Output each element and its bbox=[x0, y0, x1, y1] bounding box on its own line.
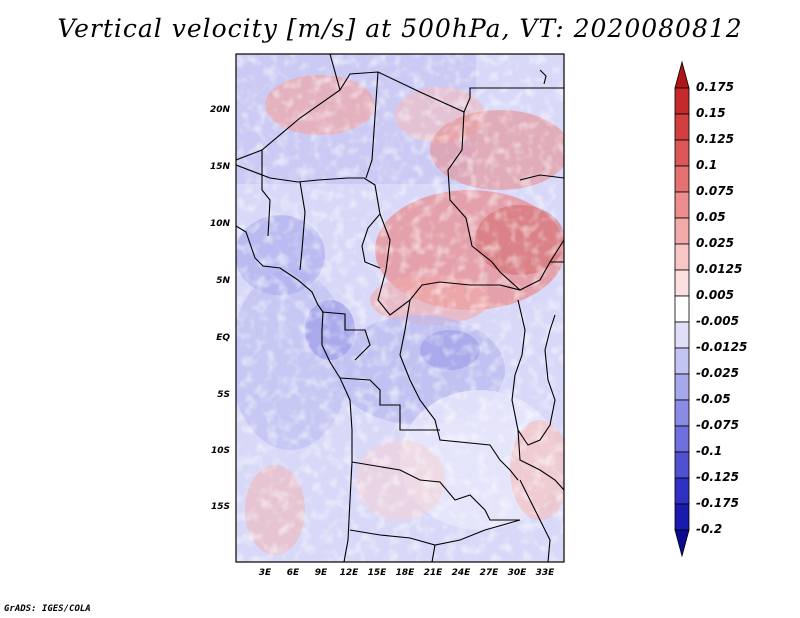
lon-label-18e: 18E bbox=[395, 568, 415, 578]
colorbar-swatch bbox=[674, 139, 690, 167]
colorbar-swatch bbox=[674, 165, 690, 193]
colorbar-label: 0.125 bbox=[696, 132, 734, 146]
colorbar-label: -0.005 bbox=[696, 314, 739, 328]
colorbar-swatch bbox=[674, 113, 690, 141]
lat-label-5n: 5N bbox=[216, 276, 230, 286]
lon-label-6e: 6E bbox=[286, 568, 300, 578]
colorbar-swatch bbox=[674, 87, 690, 115]
colorbar-swatch bbox=[674, 373, 690, 401]
lon-label-30e: 30E bbox=[507, 568, 527, 578]
colorbar-swatch bbox=[674, 425, 690, 453]
colorbar-label: -0.05 bbox=[696, 392, 731, 406]
lat-label-15s: 15S bbox=[210, 502, 230, 512]
lon-label-24e: 24E bbox=[451, 568, 471, 578]
lon-label-3e: 3E bbox=[258, 568, 272, 578]
colorbar-label: 0.1 bbox=[696, 158, 718, 172]
lat-label-10n: 10N bbox=[209, 219, 230, 229]
colorbar-label: 0.005 bbox=[696, 288, 734, 302]
colorbar-swatch bbox=[674, 60, 690, 89]
lon-label-9e: 9E bbox=[314, 568, 328, 578]
lat-label-5s: 5S bbox=[217, 390, 230, 400]
lat-label-20n: 20N bbox=[209, 105, 230, 115]
colorbar-label: -0.025 bbox=[696, 366, 739, 380]
grads-credit: GrADS: IGES/COLA bbox=[4, 604, 91, 614]
colorbar-label: 0.0125 bbox=[696, 262, 743, 276]
colorbar-swatch bbox=[674, 321, 690, 349]
colorbar-swatch bbox=[674, 217, 690, 245]
colorbar-swatch bbox=[674, 347, 690, 375]
colorbar-swatch bbox=[674, 399, 690, 427]
colorbar-swatch bbox=[674, 269, 690, 297]
colorbar-label: 0.05 bbox=[696, 210, 726, 224]
colorbar-label: -0.075 bbox=[696, 418, 739, 432]
colorbar-label: -0.175 bbox=[696, 496, 739, 510]
lat-label-eq: EQ bbox=[216, 333, 230, 343]
colorbar bbox=[674, 60, 690, 558]
map-frame bbox=[235, 53, 565, 563]
colorbar-swatch bbox=[674, 503, 690, 531]
colorbar-label: 0.075 bbox=[696, 184, 734, 198]
colorbar-label: 0.025 bbox=[696, 236, 734, 250]
colorbar-label: 0.175 bbox=[696, 80, 734, 94]
lon-label-12e: 12E bbox=[339, 568, 359, 578]
colorbar-swatch bbox=[674, 191, 690, 219]
lon-label-21e: 21E bbox=[423, 568, 443, 578]
colorbar-swatch bbox=[674, 295, 690, 323]
colorbar-label: -0.0125 bbox=[696, 340, 748, 354]
colorbar-swatch bbox=[674, 451, 690, 479]
lat-label-15n: 15N bbox=[209, 162, 230, 172]
lon-label-15e: 15E bbox=[367, 568, 387, 578]
country-borders bbox=[236, 54, 564, 562]
map-title: Vertical velocity [m/s] at 500hPa, VT: 2… bbox=[57, 14, 743, 43]
colorbar-swatch bbox=[674, 529, 690, 558]
colorbar-label: -0.125 bbox=[696, 470, 739, 484]
colorbar-label: -0.2 bbox=[696, 522, 723, 536]
colorbar-swatch bbox=[674, 243, 690, 271]
lat-label-10s: 10S bbox=[210, 446, 230, 456]
lon-label-27e: 27E bbox=[479, 568, 499, 578]
colorbar-label: 0.15 bbox=[696, 106, 726, 120]
lon-label-33e: 33E bbox=[535, 568, 555, 578]
colorbar-swatch bbox=[674, 477, 690, 505]
colorbar-label: -0.1 bbox=[696, 444, 723, 458]
